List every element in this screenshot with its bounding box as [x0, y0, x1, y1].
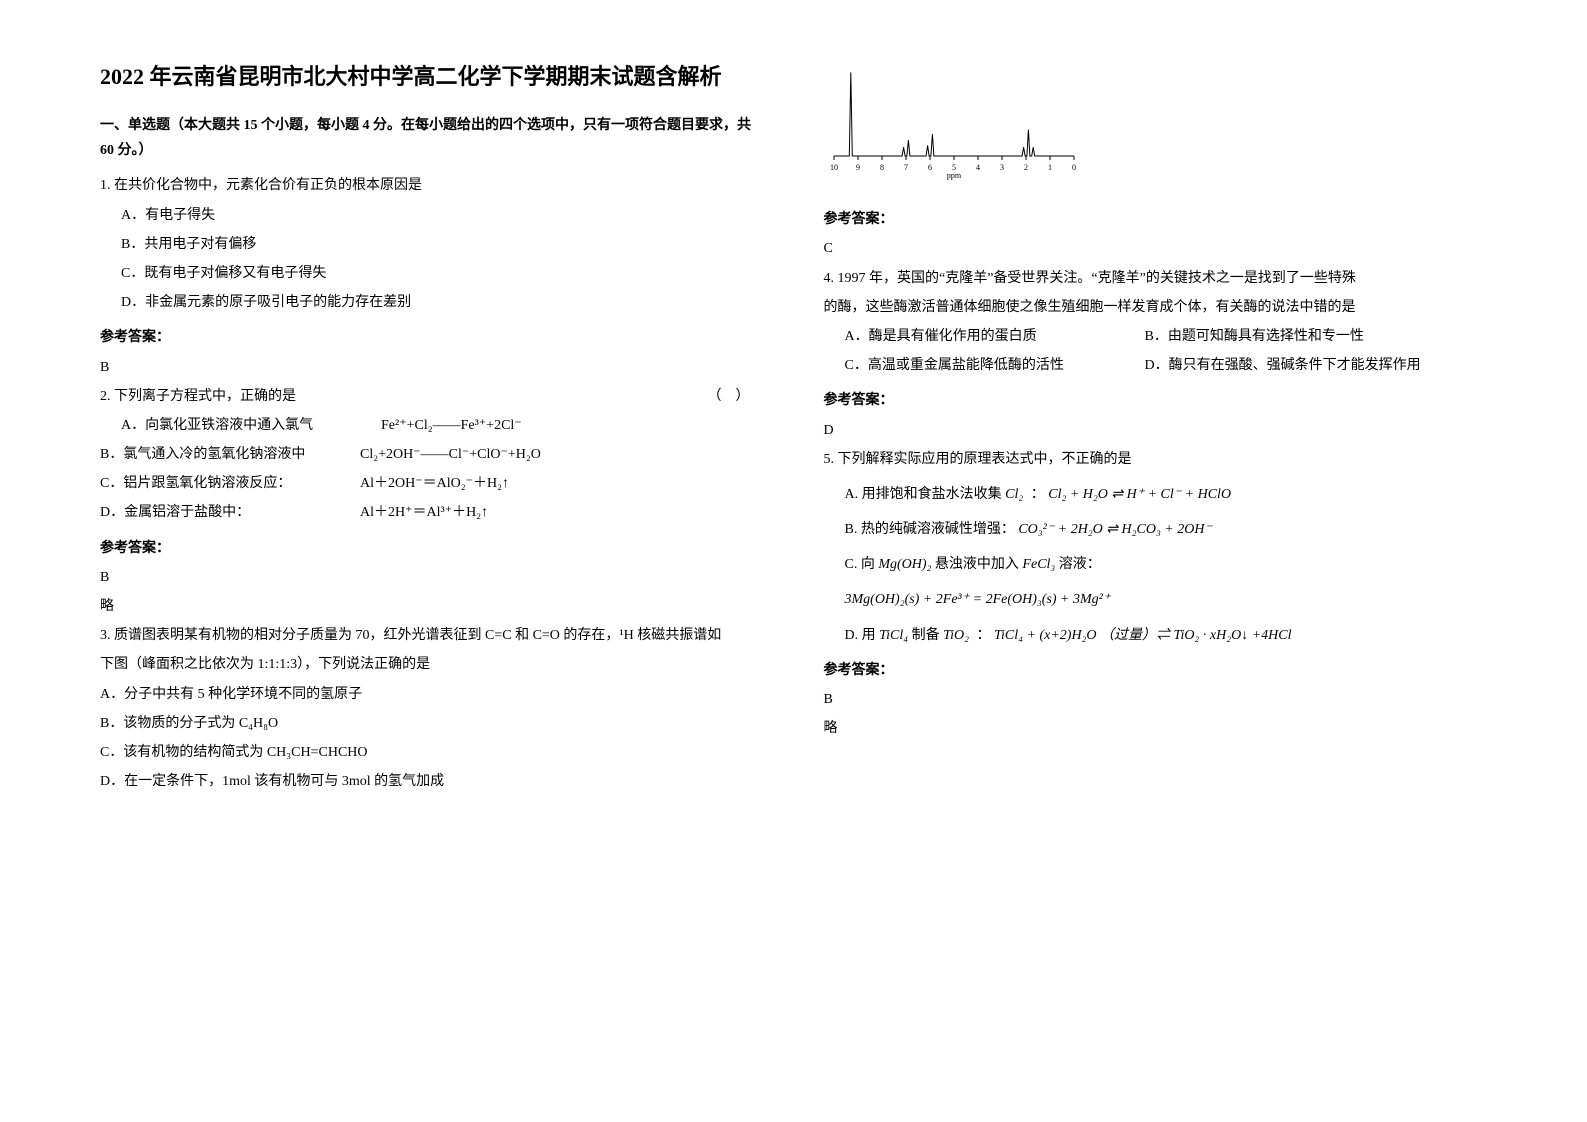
q5-answer-note: 略	[824, 716, 1488, 741]
q5-a-colon: ：	[1031, 487, 1045, 502]
svg-text:4: 4	[976, 163, 980, 172]
page-columns: 2022 年云南省昆明市北大村中学高二化学下学期期末试题含解析 一、单选题（本大…	[100, 60, 1487, 798]
q5-d-formula1: TiCl₄	[879, 628, 908, 643]
left-column: 2022 年云南省昆明市北大村中学高二化学下学期期末试题含解析 一、单选题（本大…	[100, 60, 764, 798]
q5-c-formula2: FeCl₃	[1022, 557, 1055, 572]
q5-c-post: 悬浊液中加入	[935, 557, 1019, 572]
q2-d-label: D．金属铝溶于盐酸中：	[100, 500, 360, 525]
svg-text:1: 1	[1048, 163, 1052, 172]
q4-option-c: C．高温或重金属盐能降低酶的活性	[824, 353, 1124, 378]
q5-b-pre: B. 热的纯碱溶液碱性增强：	[845, 522, 1015, 537]
q3-stem-line1: 3. 质谱图表明某有机物的相对分子质量为 70，红外光谱表征到 C=C 和 C=…	[100, 623, 764, 648]
q4-stem-line2: 的酶，这些酶激活普通体细胞使之像生殖细胞一样发育成个体，有关酶的说法中错的是	[824, 295, 1488, 320]
q5-d-formula3: TiO₂	[943, 628, 969, 643]
q5-a-pre: A. 用排饱和食盐水法收集	[845, 487, 1002, 502]
q3-answer: C	[824, 236, 1488, 261]
q5-option-d: D. 用 TiCl₄ 制备 TiO₂ ： TiCl₄ + (x+2)H₂O （过…	[824, 623, 1488, 648]
q5-a-equation: Cl₂ + H₂O ⇌ H⁺ + Cl⁻ + HClO	[1048, 487, 1231, 502]
q2-a-label: A．向氯化亚铁溶液中通入氯气	[100, 413, 360, 438]
q3-option-c: C．该有机物的结构简式为 CH₃CH=CHCHO	[100, 740, 764, 765]
q5-c-pre: C. 向	[845, 557, 875, 572]
q5-a-formula1: Cl₂	[1005, 487, 1023, 502]
q5-d-colon: ：	[977, 628, 991, 643]
q5-answer-heading: 参考答案：	[824, 658, 1488, 683]
q5-b-equation: CO₃²⁻ + 2H₂O ⇌ H₂CO₃ + 2OH⁻	[1018, 522, 1212, 537]
q2-stem-text: 2. 下列离子方程式中，正确的是	[100, 389, 296, 404]
q5-option-c: C. 向 Mg(OH)₂ 悬浊液中加入 FeCl₃ 溶液：	[824, 552, 1488, 577]
q2-answer-heading: 参考答案：	[100, 536, 764, 561]
q3-option-d: D．在一定条件下，1mol 该有机物可与 3mol 的氢气加成	[100, 769, 764, 794]
q3-stem-line2: 下图（峰面积之比依次为 1:1:1:3），下列说法正确的是	[100, 652, 764, 677]
q2-option-a: A．向氯化亚铁溶液中通入氯气 Fe²⁺+Cl₂——Fe³⁺+2Cl⁻	[100, 413, 764, 438]
q5-c-equation: 3Mg(OH)₂(s) + 2Fe³⁺ = 2Fe(OH)₃(s) + 3Mg²…	[845, 592, 1111, 607]
page-title: 2022 年云南省昆明市北大村中学高二化学下学期期末试题含解析	[100, 60, 764, 93]
q1-option-d: D．非金属元素的原子吸引电子的能力存在差别	[100, 290, 764, 315]
q3-option-b: B．该物质的分子式为 C₄H₈O	[100, 711, 764, 736]
svg-text:3: 3	[1000, 163, 1004, 172]
svg-text:7: 7	[904, 163, 908, 172]
svg-text:8: 8	[880, 163, 884, 172]
q3-answer-heading: 参考答案：	[824, 207, 1488, 232]
q2-b-label: B．氯气通入冷的氢氧化钠溶液中	[100, 442, 360, 467]
q4-stem-line1: 4. 1997 年，英国的“克隆羊”备受世界关注。“克隆羊”的关键技术之一是找到…	[824, 266, 1488, 291]
svg-text:2: 2	[1024, 163, 1028, 172]
q4-answer-heading: 参考答案：	[824, 388, 1488, 413]
q1-answer: B	[100, 355, 764, 380]
svg-text:0: 0	[1072, 163, 1076, 172]
q2-option-c: C．铝片跟氢氧化钠溶液反应： Al＋2OH⁻＝AlO₂⁻＋H₂↑	[100, 471, 764, 496]
svg-text:ppm: ppm	[946, 171, 961, 180]
section-1-heading: 一、单选题（本大题共 15 个小题，每小题 4 分。在每小题给出的四个选项中，只…	[100, 113, 764, 163]
q2-option-d: D．金属铝溶于盐酸中： Al＋2H⁺＝Al³⁺＋H₂↑	[100, 500, 764, 525]
q3-option-a: A．分子中共有 5 种化学环境不同的氢原子	[100, 682, 764, 707]
q2-a-equation: Fe²⁺+Cl₂——Fe³⁺+2Cl⁻	[360, 413, 764, 438]
q2-d-equation: Al＋2H⁺＝Al³⁺＋H₂↑	[360, 500, 764, 525]
q2-option-b: B．氯气通入冷的氢氧化钠溶液中 Cl₂+2OH⁻——Cl⁻+ClO⁻+H₂O	[100, 442, 764, 467]
q2-answer-note: 略	[100, 594, 764, 619]
q5-d-equation: TiCl₄ + (x+2)H₂O （过量）⇌ TiO₂ · xH₂O↓ +4HC…	[994, 628, 1292, 643]
q5-d-mid2: 制备	[912, 628, 940, 643]
q5-c-equation-line: 3Mg(OH)₂(s) + 2Fe³⁺ = 2Fe(OH)₃(s) + 3Mg²…	[824, 587, 1488, 612]
right-column: 109876543210ppm 参考答案： C 4. 1997 年，英国的“克隆…	[824, 60, 1488, 798]
svg-text:6: 6	[928, 163, 932, 172]
q1-option-a: A．有电子得失	[100, 203, 764, 228]
q5-option-a: A. 用排饱和食盐水法收集 Cl₂ ： Cl₂ + H₂O ⇌ H⁺ + Cl⁻…	[824, 482, 1488, 507]
q2-stem: 2. 下列离子方程式中，正确的是 （）	[100, 384, 764, 409]
svg-text:9: 9	[856, 163, 860, 172]
q2-c-label: C．铝片跟氢氧化钠溶液反应：	[100, 471, 360, 496]
q2-b-equation: Cl₂+2OH⁻——Cl⁻+ClO⁻+H₂O	[360, 442, 764, 467]
q5-stem: 5. 下列解释实际应用的原理表达式中，不正确的是	[824, 447, 1488, 472]
q4-row-ab: A．酶是具有催化作用的蛋白质 B．由题可知酶具有选择性和专一性	[824, 324, 1488, 349]
q5-option-b: B. 热的纯碱溶液碱性增强： CO₃²⁻ + 2H₂O ⇌ H₂CO₃ + 2O…	[824, 517, 1488, 542]
q4-option-d: D．酶只有在强酸、强碱条件下才能发挥作用	[1124, 353, 1488, 378]
q1-stem: 1. 在共价化合物中，元素化合价有正负的根本原因是	[100, 173, 764, 198]
q5-c-formula1: Mg(OH)₂	[878, 557, 931, 572]
q1-option-c: C．既有电子对偏移又有电子得失	[100, 261, 764, 286]
q2-answer: B	[100, 565, 764, 590]
nmr-spectrum-chart: 109876543210ppm	[824, 60, 1084, 180]
q5-d-pre: D. 用	[845, 628, 876, 643]
q1-option-b: B．共用电子对有偏移	[100, 232, 764, 257]
svg-text:10: 10	[830, 163, 838, 172]
q4-answer: D	[824, 418, 1488, 443]
q4-row-cd: C．高温或重金属盐能降低酶的活性 D．酶只有在强酸、强碱条件下才能发挥作用	[824, 353, 1488, 378]
q4-option-b: B．由题可知酶具有选择性和专一性	[1124, 324, 1488, 349]
q4-option-a: A．酶是具有催化作用的蛋白质	[824, 324, 1124, 349]
q1-answer-heading: 参考答案：	[100, 325, 764, 350]
q5-c-end: 溶液：	[1059, 557, 1101, 572]
q5-answer: B	[824, 687, 1488, 712]
q2-blank-paren: （）	[708, 384, 764, 409]
q2-c-equation: Al＋2OH⁻＝AlO₂⁻＋H₂↑	[360, 471, 764, 496]
